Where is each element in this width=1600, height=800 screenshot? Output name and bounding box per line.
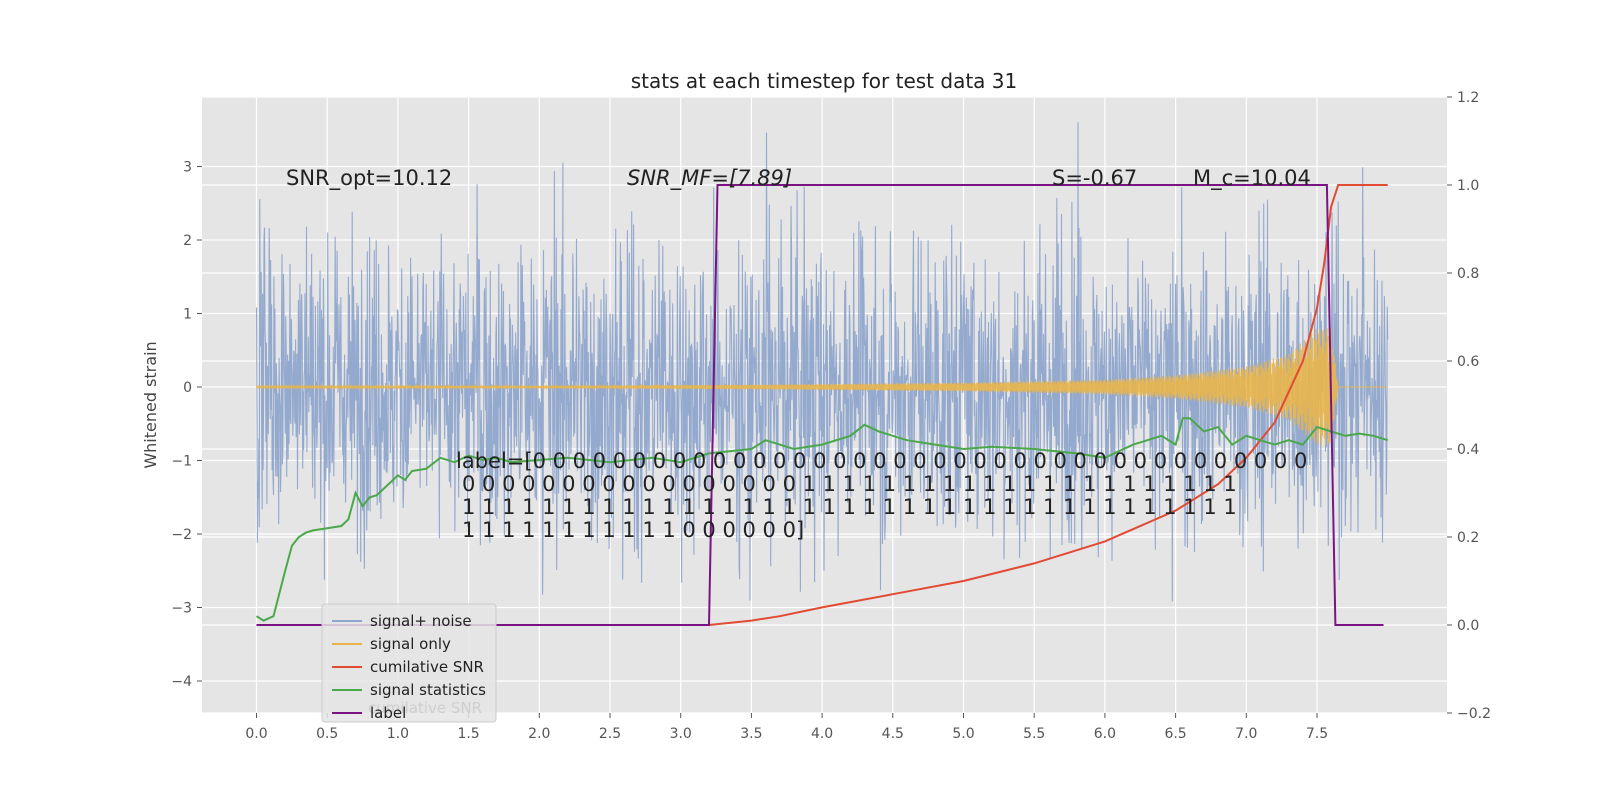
x-tick-label: 6.0 xyxy=(1094,726,1116,742)
x-tick-label: 2.5 xyxy=(599,726,621,742)
series-signal-only xyxy=(256,328,1388,446)
x-tick-label: 3.0 xyxy=(670,726,692,742)
y-tick-label: −4 xyxy=(171,674,192,690)
legend-label: signal statistics xyxy=(370,681,486,699)
label-annotation-line-2: 0 0 0 0 0 0 0 0 0 0 0 0 0 0 0 0 0 1 1 1 … xyxy=(462,472,1237,496)
y-tick-label: 0 xyxy=(183,380,192,396)
label-annotation-line-3: 1 1 1 1 1 1 1 1 1 1 1 1 1 1 1 1 1 1 1 1 … xyxy=(462,495,1237,519)
series-signal-noise xyxy=(255,122,1389,602)
y-tick-label: 3 xyxy=(183,160,192,176)
series-cumulative-snr xyxy=(256,184,1388,626)
y2-tick-label: 0.6 xyxy=(1457,354,1479,370)
label-annotation-line-1: label=[0 0 0 0 0 0 0 0 0 0 0 0 0 0 0 0 0… xyxy=(456,449,1307,473)
axes-layer: 0.0 0.5 1.0 1.5 2.0 2.5 3.0 3.5 4.0 4.5 5.0 5.5 6.0 6… xyxy=(171,90,1491,742)
y2-tick-label: 0.2 xyxy=(1457,530,1479,546)
y2-tick-label: 1.2 xyxy=(1457,90,1479,106)
annotation-snr-mf: SNR_MF=[7.89] xyxy=(627,166,792,191)
annotation-mc: M_c=10.04 xyxy=(1193,166,1311,191)
y2-tick-label: 1.0 xyxy=(1457,178,1479,194)
label-annotation-line-4: 1 1 1 1 1 1 1 1 1 1 1 0 0 0 0 0 0] xyxy=(462,518,804,542)
y-tick-label: −3 xyxy=(171,601,192,617)
x-tick-label: 4.0 xyxy=(811,726,833,742)
x-tick-label: 0.5 xyxy=(316,726,338,742)
x-tick-label: 4.5 xyxy=(882,726,904,742)
y-tick-label: 2 xyxy=(183,233,192,249)
legend-label: label xyxy=(370,704,406,722)
legend-box xyxy=(321,603,497,723)
x-tick-label: 7.0 xyxy=(1235,726,1257,742)
x-tick-label: 1.0 xyxy=(387,726,409,742)
legend-label: signal only xyxy=(370,635,451,653)
legend-label: cumilative SNR xyxy=(370,658,484,676)
y-axis-label: Whitened strain xyxy=(141,341,160,468)
y2-tick-label: 0.4 xyxy=(1457,442,1479,458)
x-tick-label: 6.5 xyxy=(1164,726,1186,742)
legend-ghost-text: cumilative SNR xyxy=(368,699,482,717)
y2-tick-label: 0.8 xyxy=(1457,266,1479,282)
label-annotation: label=[0 0 0 0 0 0 0 0 0 0 0 0 0 0 0 0 0… xyxy=(456,449,1307,542)
x-tick-label: 1.5 xyxy=(457,726,479,742)
legend: cumilative SNR signal+ noise signal only c… xyxy=(321,603,497,723)
x-tick-label: 2.0 xyxy=(528,726,550,742)
y-tick-label: 1 xyxy=(183,307,192,323)
annotation-snr-opt: SNR_opt=10.12 xyxy=(286,166,452,191)
x-tick-label: 0.0 xyxy=(245,726,267,742)
legend-label: signal+ noise xyxy=(370,612,472,630)
y-tick-label: −1 xyxy=(171,454,192,470)
y2-tick-label: 0.0 xyxy=(1457,618,1479,634)
x-tick-label: 7.5 xyxy=(1306,726,1328,742)
x-tick-label: 3.5 xyxy=(740,726,762,742)
chart-title: stats at each timestep for test data 31 xyxy=(631,69,1017,93)
series-label xyxy=(256,184,1384,626)
x-tick-label: 5.0 xyxy=(952,726,974,742)
y2-tick-label: −0.2 xyxy=(1457,706,1491,722)
series-layer xyxy=(255,122,1389,626)
annotation-s: S=-0.67 xyxy=(1052,166,1137,190)
x-tick-label: 5.5 xyxy=(1023,726,1045,742)
y-tick-label: −2 xyxy=(171,527,192,543)
series-signal-statistics xyxy=(255,417,1388,622)
